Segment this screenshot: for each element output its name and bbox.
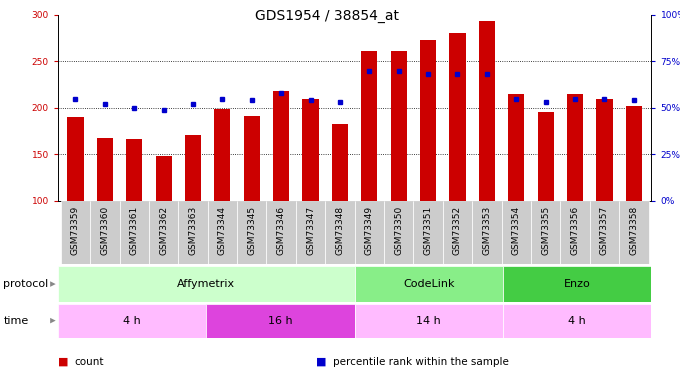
Bar bbox=[149, 201, 178, 264]
Text: 4 h: 4 h bbox=[568, 316, 586, 326]
Bar bbox=[325, 201, 355, 264]
Bar bbox=[560, 201, 590, 264]
Text: time: time bbox=[3, 316, 29, 326]
Bar bbox=[178, 201, 207, 264]
Bar bbox=[156, 156, 171, 201]
Text: GSM73360: GSM73360 bbox=[101, 206, 109, 255]
Bar bbox=[590, 201, 619, 264]
Bar bbox=[503, 266, 651, 302]
Bar bbox=[355, 304, 503, 338]
Text: GSM73355: GSM73355 bbox=[541, 206, 550, 255]
Text: GSM73344: GSM73344 bbox=[218, 206, 227, 255]
Bar bbox=[472, 201, 502, 264]
Text: GSM73362: GSM73362 bbox=[159, 206, 168, 255]
Text: CodeLink: CodeLink bbox=[403, 279, 454, 289]
Bar bbox=[503, 304, 651, 338]
Bar bbox=[508, 94, 524, 201]
Bar bbox=[619, 201, 649, 264]
Bar bbox=[538, 112, 554, 201]
Bar bbox=[267, 201, 296, 264]
Text: ■: ■ bbox=[316, 357, 326, 367]
Bar bbox=[67, 117, 84, 201]
Text: GSM73358: GSM73358 bbox=[629, 206, 639, 255]
Bar bbox=[361, 51, 377, 201]
Text: ■: ■ bbox=[58, 357, 68, 367]
Text: 14 h: 14 h bbox=[416, 316, 441, 326]
Bar bbox=[384, 201, 413, 264]
Text: GSM73350: GSM73350 bbox=[394, 206, 403, 255]
Bar bbox=[420, 40, 436, 201]
Bar bbox=[390, 51, 407, 201]
Text: GDS1954 / 38854_at: GDS1954 / 38854_at bbox=[256, 9, 399, 23]
Bar bbox=[413, 201, 443, 264]
Bar bbox=[126, 140, 142, 201]
Bar bbox=[97, 138, 113, 201]
Text: GSM73349: GSM73349 bbox=[364, 206, 374, 255]
Bar bbox=[332, 124, 348, 201]
Bar bbox=[443, 201, 472, 264]
Text: GSM73354: GSM73354 bbox=[512, 206, 521, 255]
Bar bbox=[58, 304, 206, 338]
Text: GSM73359: GSM73359 bbox=[71, 206, 80, 255]
Bar bbox=[237, 201, 267, 264]
Text: protocol: protocol bbox=[3, 279, 49, 289]
Bar bbox=[531, 201, 560, 264]
Text: 4 h: 4 h bbox=[123, 316, 141, 326]
Text: percentile rank within the sample: percentile rank within the sample bbox=[333, 357, 509, 367]
Text: GSM73363: GSM73363 bbox=[188, 206, 197, 255]
Bar bbox=[58, 266, 355, 302]
Text: GSM73348: GSM73348 bbox=[335, 206, 345, 255]
Text: GSM73353: GSM73353 bbox=[482, 206, 492, 255]
Bar bbox=[596, 99, 613, 201]
Text: 16 h: 16 h bbox=[268, 316, 292, 326]
Text: GSM73361: GSM73361 bbox=[130, 206, 139, 255]
Bar bbox=[303, 99, 319, 201]
Bar bbox=[243, 116, 260, 201]
Bar bbox=[567, 94, 583, 201]
Text: GSM73357: GSM73357 bbox=[600, 206, 609, 255]
Bar bbox=[273, 91, 289, 201]
Text: GSM73351: GSM73351 bbox=[424, 206, 432, 255]
Bar bbox=[449, 33, 466, 201]
Bar bbox=[626, 106, 642, 201]
Bar bbox=[90, 201, 120, 264]
Text: Affymetrix: Affymetrix bbox=[177, 279, 235, 289]
Bar bbox=[214, 109, 231, 201]
Bar bbox=[207, 201, 237, 264]
Bar bbox=[355, 266, 503, 302]
Bar bbox=[479, 21, 495, 201]
Bar bbox=[61, 201, 90, 264]
Text: GSM73345: GSM73345 bbox=[248, 206, 256, 255]
Text: Enzo: Enzo bbox=[564, 279, 591, 289]
Bar bbox=[120, 201, 149, 264]
Text: count: count bbox=[75, 357, 104, 367]
Bar bbox=[502, 201, 531, 264]
Text: GSM73352: GSM73352 bbox=[453, 206, 462, 255]
Bar bbox=[355, 201, 384, 264]
Text: GSM73346: GSM73346 bbox=[277, 206, 286, 255]
Text: GSM73356: GSM73356 bbox=[571, 206, 579, 255]
Text: GSM73347: GSM73347 bbox=[306, 206, 315, 255]
Bar bbox=[296, 201, 325, 264]
Bar bbox=[185, 135, 201, 201]
Bar bbox=[206, 304, 355, 338]
